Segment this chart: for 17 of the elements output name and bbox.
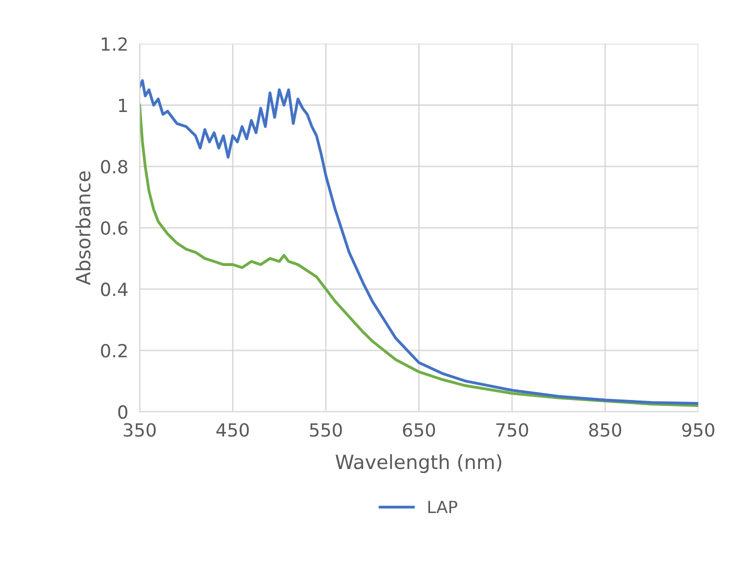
y-tick-label: 0 (118, 405, 128, 419)
x-axis-title: Wavelength (nm) (336, 454, 502, 474)
x-tick-label: 750 (496, 423, 528, 437)
x-tick-label: 650 (402, 423, 435, 437)
y-tick-label: 0.2 (101, 344, 127, 358)
y-tick-label: 1.2 (102, 37, 127, 51)
y-tick-label: 0.6 (101, 221, 128, 235)
y-axis-title: Absorbance (75, 171, 90, 286)
x-tick-label: 350 (124, 423, 156, 437)
x-tick-label: 450 (216, 423, 249, 437)
x-tick-label: 550 (310, 423, 342, 437)
y-tick-label: 0.8 (101, 160, 128, 174)
x-tick-label: 850 (589, 423, 622, 437)
legend-label: LAP (428, 500, 458, 513)
y-tick-label: 0.4 (101, 282, 128, 296)
x-tick-label: 950 (682, 423, 714, 437)
y-tick-label: 1 (119, 98, 127, 112)
